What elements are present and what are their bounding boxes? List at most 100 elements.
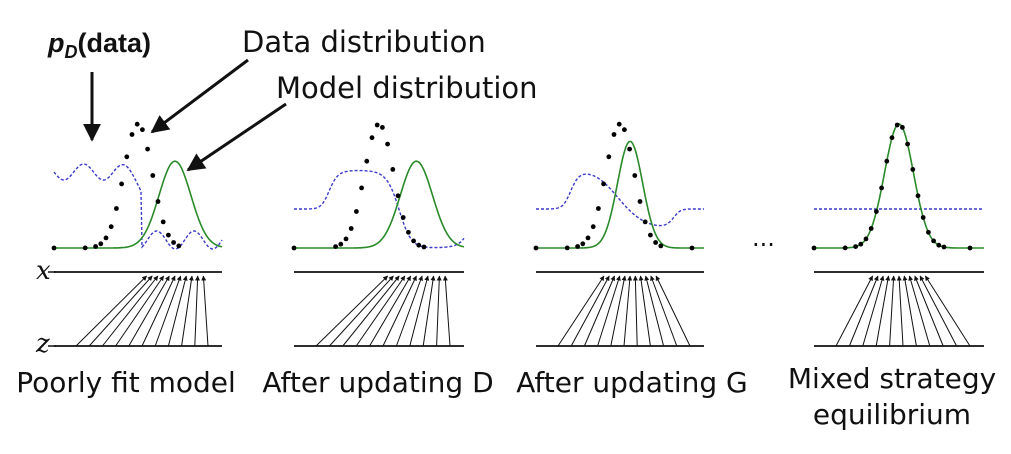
mapping-arrow <box>181 275 194 347</box>
mapping-arrow <box>342 275 400 347</box>
data-distribution-dot <box>406 229 411 235</box>
data-distribution-dot <box>632 173 638 178</box>
mapping-arrow <box>650 275 678 347</box>
mapping-arrow <box>128 275 170 347</box>
data-distribution-dot <box>564 245 570 251</box>
data-distribution-dot <box>374 122 380 128</box>
model-distribution-curve <box>536 140 704 249</box>
mapping-arrow <box>369 275 412 347</box>
mapping-arrow <box>610 275 627 347</box>
z-axis-label: z <box>35 329 50 359</box>
data-distribution-dot <box>910 167 916 172</box>
data-distribution-dot <box>868 226 874 231</box>
mapping-arrow <box>315 275 389 347</box>
mapping-arrow <box>632 275 638 347</box>
data-distribution-dot <box>51 245 57 251</box>
mapping-arrow <box>355 275 406 347</box>
data-distribution-dot <box>590 224 596 230</box>
panel-poorly-fit-model: Poorly fit model <box>16 121 236 399</box>
data-distribution-dot <box>103 235 109 241</box>
data-distribution-dot <box>879 185 884 191</box>
z-to-x-mapping-arrows <box>315 275 451 347</box>
data-distribution-dot <box>359 185 364 191</box>
data-distribution-label: Data distribution <box>242 25 486 59</box>
data-distribution-dot <box>900 125 905 130</box>
data-distribution-dot <box>150 173 156 178</box>
mapping-arrow <box>623 275 633 347</box>
data-distribution-dot <box>941 244 947 250</box>
mapping-arrow <box>194 275 201 347</box>
panel-caption-line-2: equilibrium <box>813 398 971 431</box>
mapping-arrow <box>102 275 159 347</box>
data-distribution-dot <box>333 244 338 250</box>
data-distribution-dot <box>658 243 664 249</box>
data-distribution-dot <box>385 141 390 147</box>
data-distribution-dot <box>166 232 171 238</box>
data-distribution-dot <box>622 127 627 133</box>
data-distribution-dot <box>596 206 601 211</box>
panel-caption: After updating D <box>262 366 493 399</box>
discriminator-curve <box>536 173 704 227</box>
data-distribution-dot <box>884 158 890 164</box>
data-distribution-dot <box>129 132 135 137</box>
panel-after-updating-g: After updating G <box>516 121 748 399</box>
data-distribution-dot <box>171 240 177 245</box>
data-distribution-dot <box>601 181 606 187</box>
model-distribution-curve <box>814 123 984 249</box>
data-distribution-dot <box>853 244 858 250</box>
data-distribution-dot <box>585 235 591 241</box>
discriminator-curve <box>53 163 223 250</box>
mapping-arrow <box>638 275 651 347</box>
z-to-x-mapping-arrows <box>835 275 971 347</box>
data-distribution-dot <box>905 141 910 147</box>
data-distribution-dot <box>858 241 864 247</box>
data-distribution-dot <box>114 206 119 211</box>
model-distribution-curve <box>294 160 465 249</box>
mapping-arrow <box>835 275 874 347</box>
data-distribution-dot <box>580 241 586 247</box>
data-distribution-dot <box>863 236 869 242</box>
pd-data-label: pD(data) <box>47 28 151 62</box>
mapping-arrow <box>875 275 891 347</box>
mapping-arrow <box>583 275 616 347</box>
mapping-arrow <box>848 275 879 347</box>
data-distribution-dot <box>637 199 643 204</box>
mapping-arrow <box>908 275 931 347</box>
mapping-arrow <box>154 275 182 347</box>
data-distribution-dot <box>416 242 422 248</box>
mapping-arrow <box>75 275 147 347</box>
data-distribution-dot <box>421 244 427 250</box>
mapping-arrow <box>655 275 691 347</box>
data-distribution-dot <box>606 154 612 160</box>
data-distribution-dot <box>616 121 622 127</box>
data-distribution-dot <box>533 245 539 251</box>
mapping-arrow <box>597 275 621 347</box>
data-distribution-dot <box>653 240 658 245</box>
mapping-arrow <box>442 275 451 347</box>
data-distribution-dot <box>936 242 942 248</box>
data-distribution-dot <box>920 215 926 220</box>
mapping-arrow <box>88 275 153 347</box>
data-distribution-dot <box>811 245 817 251</box>
data-distribution-dot <box>400 215 406 220</box>
ellipsis: ... <box>752 224 775 252</box>
data-distribution-dot <box>155 199 161 204</box>
z-to-x-mapping-arrows <box>75 275 209 347</box>
panel-curves <box>811 122 984 251</box>
data-distribution-dot <box>380 125 385 130</box>
data-distribution-dot <box>93 244 98 249</box>
model-distribution-curve <box>54 160 223 249</box>
mapping-arrow <box>395 275 423 347</box>
panel-caption-line-1: Mixed strategy <box>788 362 996 395</box>
data-distribution-dot <box>176 243 182 249</box>
discriminator-curve <box>294 169 465 249</box>
mapping-arrow <box>570 275 610 347</box>
mapping-arrow <box>919 275 958 347</box>
mapping-arrow <box>409 275 430 347</box>
mapping-arrow <box>141 275 176 347</box>
data-distribution-dot <box>842 245 848 251</box>
data-distribution-dot <box>82 245 88 251</box>
data-distribution-dot <box>369 135 375 141</box>
data-distribution-dot <box>689 245 695 251</box>
